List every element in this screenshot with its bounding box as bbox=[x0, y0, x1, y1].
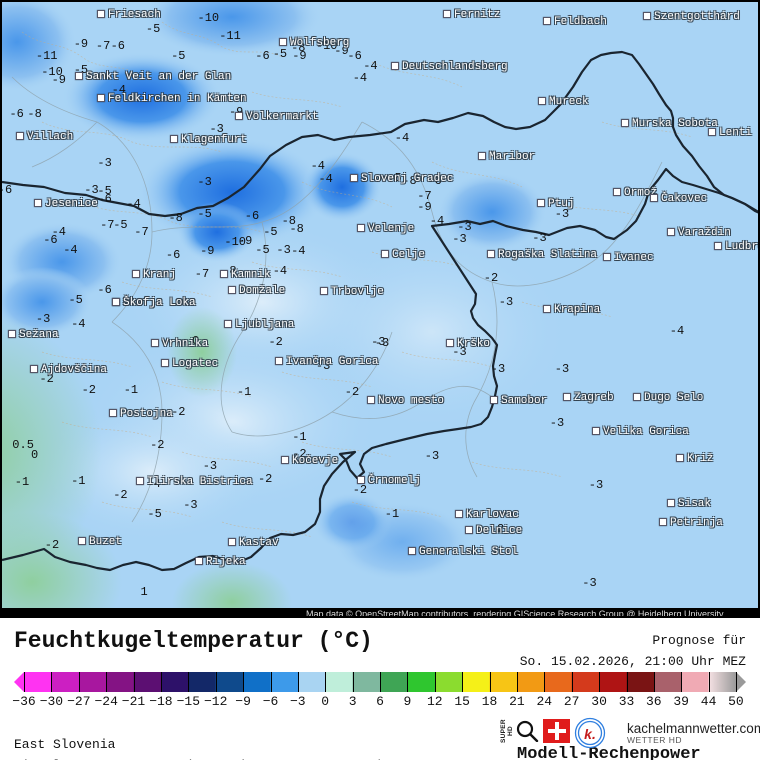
svg-text:k.: k. bbox=[584, 726, 596, 742]
